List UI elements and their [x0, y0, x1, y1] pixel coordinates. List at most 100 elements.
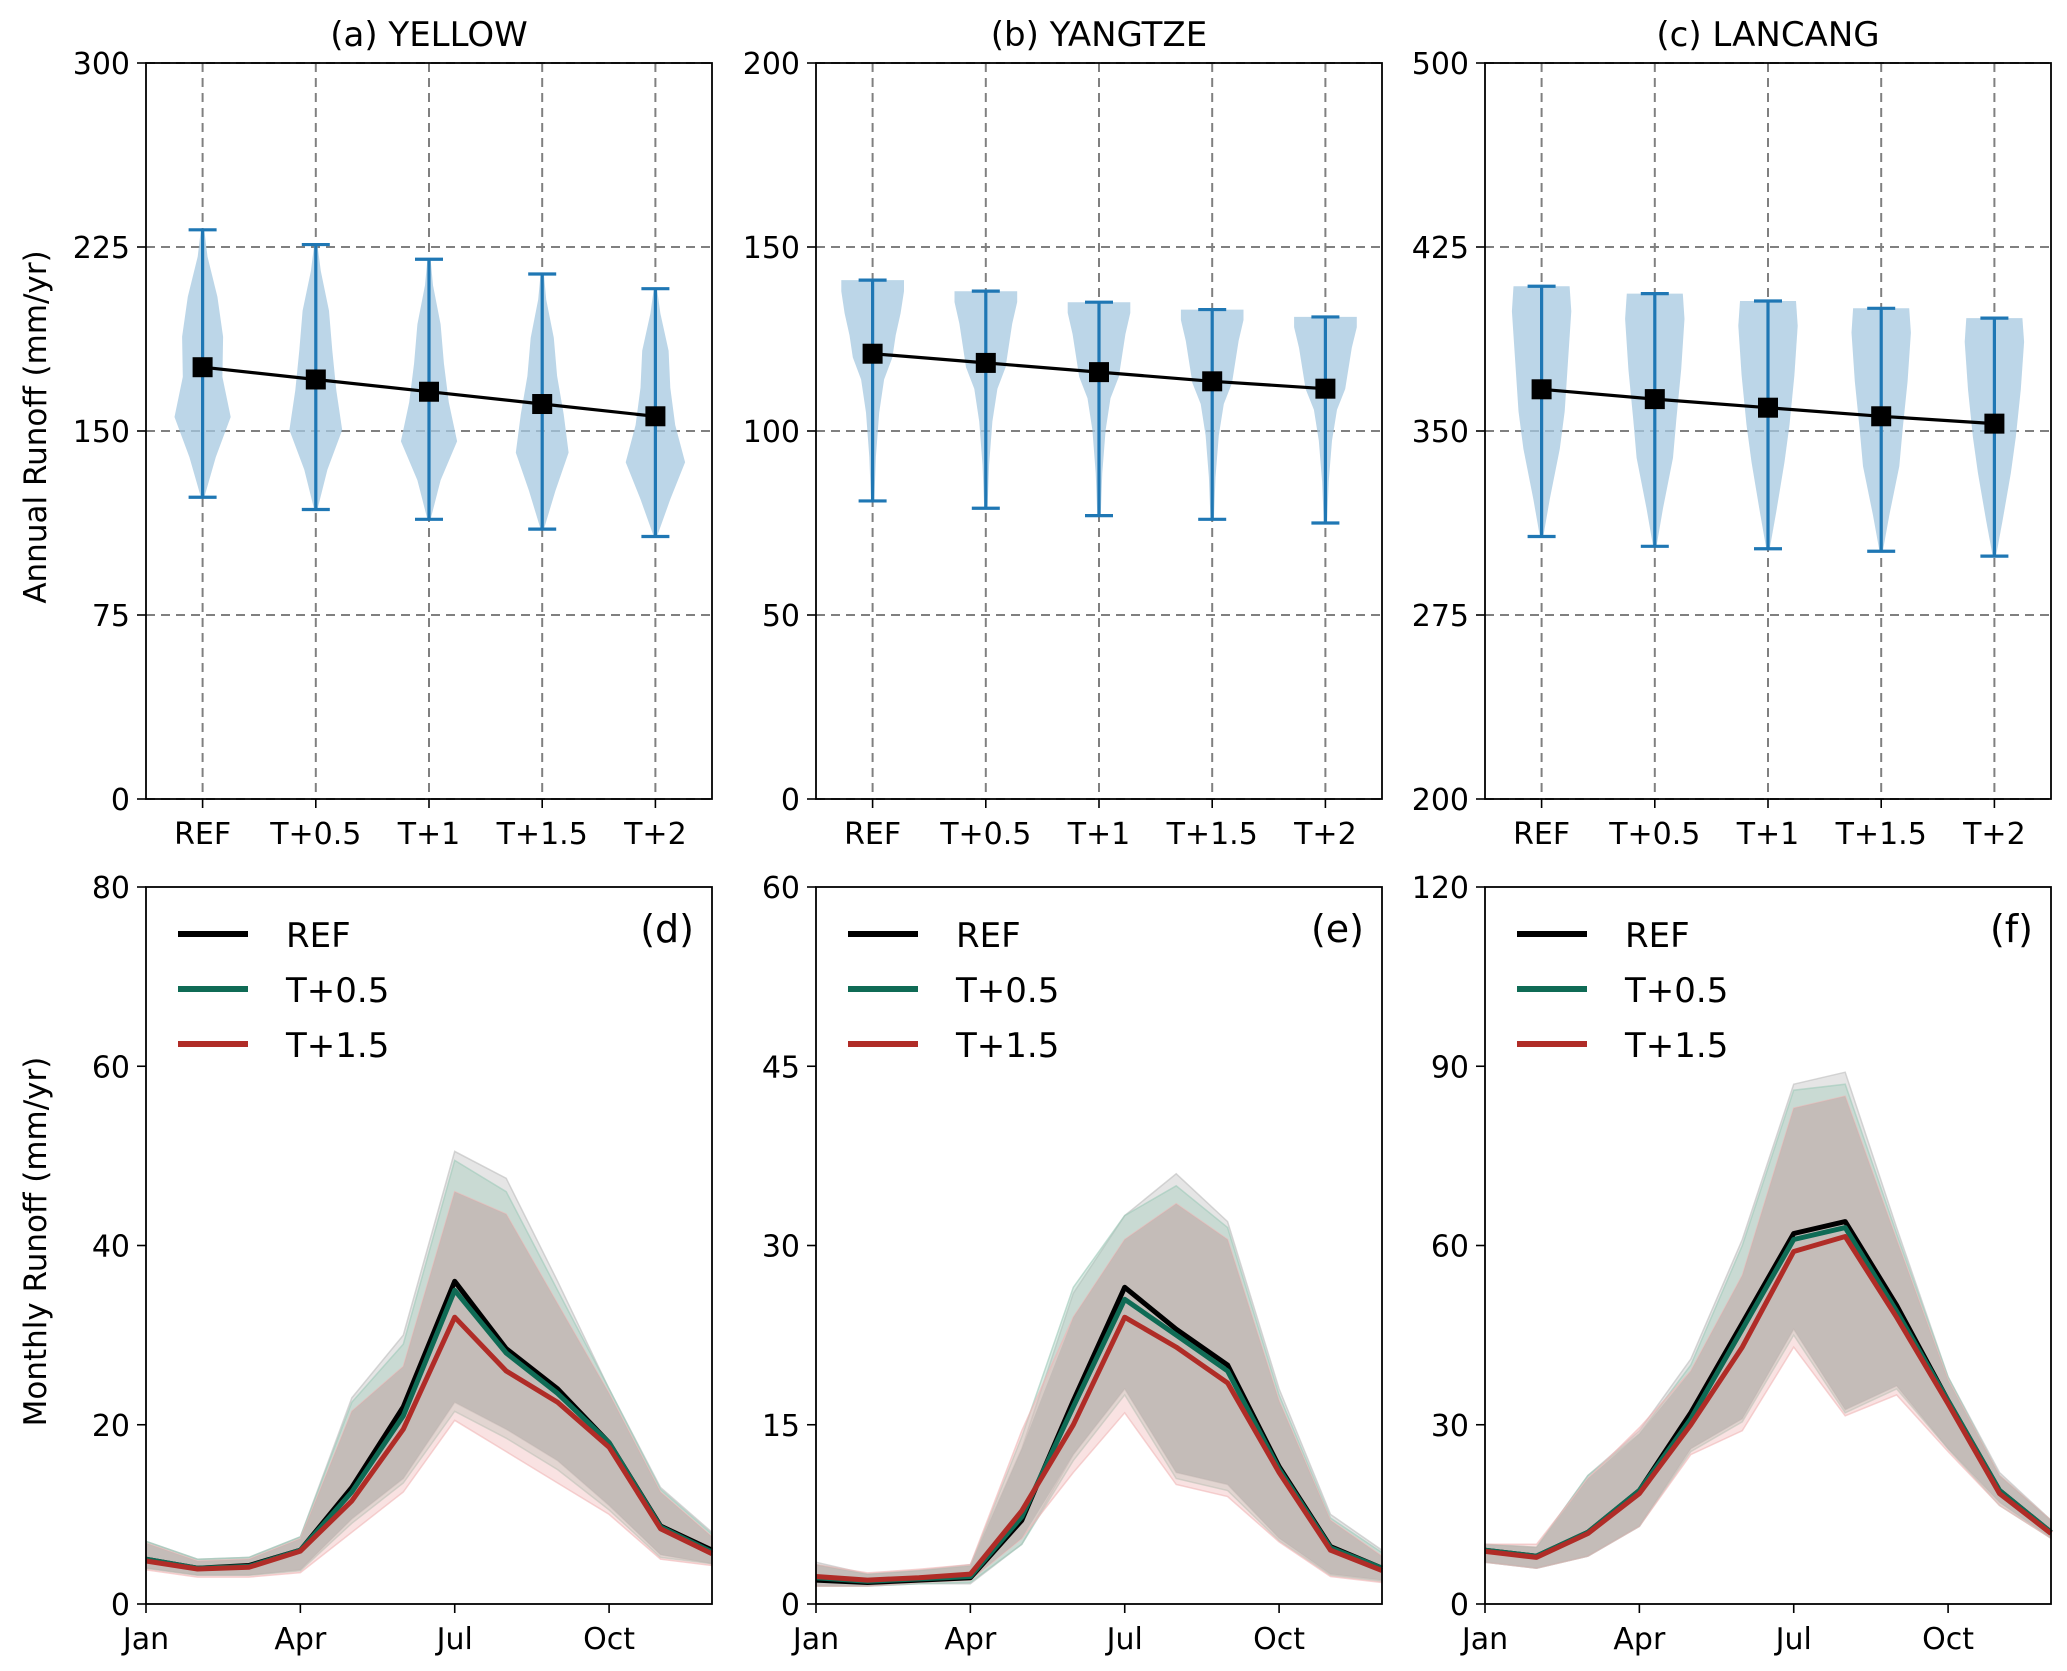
y-tick-label: 75	[92, 599, 130, 634]
y-tick-label: 60	[762, 871, 800, 906]
series-line-t15	[1484, 1234, 2053, 1560]
y-tick-label: 50	[762, 599, 800, 634]
x-tick-label: T+2	[1293, 817, 1357, 852]
y-tick-label: 45	[762, 1050, 800, 1085]
axes-frame	[1484, 62, 2052, 800]
panel-title: (b) YANGTZE	[991, 15, 1207, 55]
panel-label: (f)	[1990, 907, 2033, 951]
y-tick-label: 20	[92, 1409, 130, 1444]
mean-marker	[1758, 397, 1778, 418]
legend-label-t15: T+1.5	[1624, 1026, 1728, 1066]
x-tick-label: Jan	[791, 1622, 839, 1657]
x-tick-label: Jan	[1460, 1622, 1508, 1657]
y-tick-label: 0	[111, 1588, 130, 1623]
chart-panel-0: REF T+0.5 T+1 T+1.5 T+2 0 75 150 225 300 Annual Ru…	[18, 15, 713, 852]
y-tick-label: 200	[743, 47, 800, 82]
x-tick-label: Jul	[1774, 1622, 1812, 1657]
mean-marker	[1202, 371, 1223, 392]
chart-panel-3: Jan Apr Jul Oct 0 20 40 60 80 Monthly Runoff (mm/…	[18, 871, 714, 1657]
y-tick-label: 40	[92, 1230, 130, 1265]
y-axis-label: Monthly Runoff (mm/yr)	[18, 1057, 54, 1427]
panel-label: (e)	[1311, 907, 1364, 951]
mean-marker	[192, 357, 213, 378]
axes-frame	[1484, 886, 2052, 1605]
x-tick-label: T+1	[1736, 817, 1800, 852]
chart-panel-2: REF T+0.5 T+1 T+1.5 T+2 200 275 350 425 500 (c) LA…	[1412, 15, 2052, 852]
legend: REF T+0.5 T+1.5	[848, 916, 1059, 1066]
x-tick-label: REF	[174, 817, 231, 852]
chart-panel-5: Jan Apr Jul Oct 0 30 60 90 120 REF T+0.5 T+1.5 (f)	[1412, 871, 2053, 1657]
series-line-t15	[815, 1314, 1383, 1583]
x-tick-label: T+1.5	[1835, 817, 1927, 852]
y-tick-label: 425	[1412, 231, 1469, 266]
legend-label-t05: T+0.5	[1624, 971, 1728, 1011]
axes-frame	[145, 62, 713, 800]
legend-label-ref: REF	[286, 916, 351, 956]
x-tick-label: T+1	[397, 817, 461, 852]
chart-panel-4: Jan Apr Jul Oct 0 15 30 45 60 REF T+0.5 T+1.5 (e)	[762, 871, 1383, 1657]
y-tick-label: 225	[73, 231, 130, 266]
legend-label-ref: REF	[1625, 916, 1690, 956]
legend: REF T+0.5 T+1.5	[178, 916, 389, 1066]
x-tick-label: T+2	[1962, 817, 2026, 852]
axes-frame	[145, 886, 713, 1605]
mean-marker	[419, 381, 439, 402]
mean-marker	[862, 343, 883, 364]
panel-title: (a) YELLOW	[330, 15, 527, 55]
mean-marker	[1871, 406, 1892, 427]
mean-marker	[645, 406, 666, 427]
x-tick-label: T+1	[1067, 817, 1131, 852]
mean-marker	[975, 352, 996, 373]
y-tick-label: 15	[762, 1409, 800, 1444]
mean-marker	[1089, 362, 1109, 383]
mean-marker	[1984, 413, 2005, 434]
legend-label-t15: T+1.5	[285, 1026, 389, 1066]
y-axis-label: Annual Runoff (mm/yr)	[18, 250, 54, 603]
mean-marker	[1315, 378, 1336, 399]
y-tick-label: 30	[1431, 1409, 1469, 1444]
y-tick-label: 300	[73, 47, 130, 82]
y-tick-label: 200	[1412, 783, 1469, 818]
panel-label: (d)	[640, 907, 694, 951]
y-tick-label: 90	[1431, 1050, 1469, 1085]
x-tick-label: T+1.5	[1166, 817, 1258, 852]
legend-label-t05: T+0.5	[285, 971, 389, 1011]
mean-marker	[1644, 389, 1665, 410]
x-tick-label: REF	[844, 817, 901, 852]
x-tick-label: Jul	[1105, 1622, 1143, 1657]
chart-panel-1: REF T+0.5 T+1 T+1.5 T+2 0 50 100 150 200 (b) YANGT…	[743, 15, 1383, 852]
y-tick-label: 0	[111, 783, 130, 818]
y-tick-label: 60	[92, 1050, 130, 1085]
y-tick-label: 30	[762, 1230, 800, 1265]
axes-frame	[815, 62, 1383, 800]
x-tick-label: T+0.5	[939, 817, 1031, 852]
y-tick-label: 150	[743, 231, 800, 266]
series-line-t15	[145, 1314, 714, 1572]
x-tick-label: Oct	[1253, 1622, 1305, 1657]
y-tick-label: 275	[1412, 599, 1469, 634]
x-tick-label: T+0.5	[269, 817, 361, 852]
y-tick-label: 80	[92, 871, 130, 906]
x-tick-label: Oct	[1922, 1622, 1974, 1657]
axes-frame	[815, 886, 1383, 1605]
y-tick-label: 350	[1412, 415, 1469, 450]
x-tick-label: T+0.5	[1608, 817, 1700, 852]
y-tick-label: 0	[1450, 1588, 1469, 1623]
uncertainty-band-overlap	[816, 1203, 1382, 1587]
y-tick-label: 100	[743, 415, 800, 450]
x-tick-label: Apr	[274, 1622, 327, 1657]
panel-title: (c) LANCANG	[1656, 15, 1879, 55]
x-tick-label: Jan	[121, 1622, 169, 1657]
x-tick-label: REF	[1513, 817, 1570, 852]
y-tick-label: 120	[1412, 871, 1469, 906]
legend-label-t05: T+0.5	[955, 971, 1059, 1011]
y-tick-label: 0	[781, 1588, 800, 1623]
x-tick-label: T+1.5	[496, 817, 588, 852]
x-tick-label: Apr	[1613, 1622, 1666, 1657]
legend: REF T+0.5 T+1.5	[1517, 916, 1728, 1066]
legend-label-t15: T+1.5	[955, 1026, 1059, 1066]
legend-label-ref: REF	[956, 916, 1021, 956]
x-tick-label: Oct	[583, 1622, 635, 1657]
uncertainty-band-overlap	[1485, 1096, 2051, 1569]
